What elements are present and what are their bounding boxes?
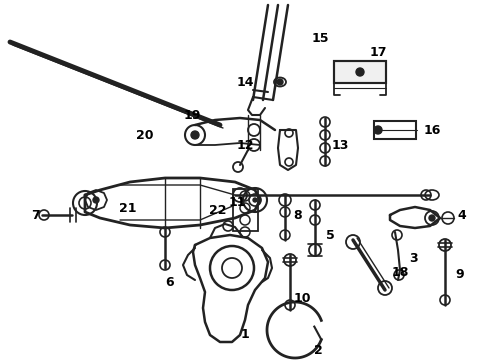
Text: 13: 13 bbox=[331, 139, 349, 152]
Bar bbox=[232, 189, 258, 231]
Circle shape bbox=[253, 198, 257, 202]
Text: 17: 17 bbox=[369, 45, 387, 59]
Text: 14: 14 bbox=[236, 76, 254, 89]
Text: 20: 20 bbox=[136, 129, 154, 141]
Circle shape bbox=[429, 215, 435, 221]
Text: 18: 18 bbox=[392, 266, 409, 279]
Circle shape bbox=[277, 79, 283, 85]
Text: 5: 5 bbox=[326, 229, 334, 242]
Text: 15: 15 bbox=[311, 32, 329, 45]
Text: 7: 7 bbox=[31, 208, 39, 221]
Text: 11: 11 bbox=[228, 195, 246, 208]
Text: 19: 19 bbox=[183, 108, 201, 122]
Text: 8: 8 bbox=[294, 208, 302, 221]
Bar bbox=[334, 61, 386, 83]
Circle shape bbox=[191, 131, 199, 139]
Text: 4: 4 bbox=[458, 208, 466, 221]
Text: 21: 21 bbox=[119, 202, 137, 215]
Text: 3: 3 bbox=[409, 252, 417, 265]
Text: 2: 2 bbox=[314, 343, 322, 356]
Circle shape bbox=[374, 126, 382, 134]
Bar bbox=[334, 61, 386, 83]
Bar bbox=[374, 121, 416, 139]
Circle shape bbox=[356, 68, 364, 76]
Text: 12: 12 bbox=[236, 139, 254, 152]
Text: 10: 10 bbox=[293, 292, 311, 305]
Text: 22: 22 bbox=[209, 203, 227, 216]
Text: 16: 16 bbox=[423, 123, 441, 136]
Circle shape bbox=[93, 197, 99, 203]
Text: 9: 9 bbox=[456, 269, 465, 282]
Text: 1: 1 bbox=[241, 328, 249, 342]
Text: 6: 6 bbox=[166, 275, 174, 288]
